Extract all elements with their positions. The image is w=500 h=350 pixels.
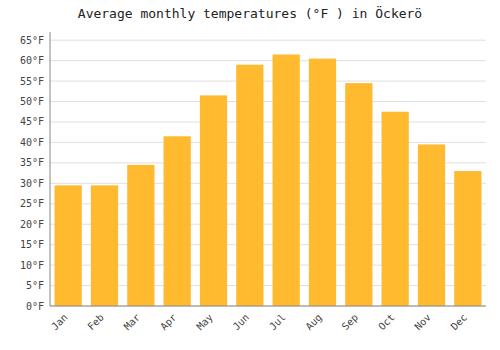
y-tick-label: 15°F	[20, 239, 44, 250]
bar	[418, 144, 445, 306]
x-tick-label: Jun	[231, 312, 252, 333]
bar	[454, 171, 481, 306]
bar	[309, 59, 336, 306]
y-tick-label: 65°F	[20, 35, 44, 46]
x-tick-label: Feb	[85, 312, 106, 333]
y-tick-label: 25°F	[20, 198, 44, 209]
y-tick-label: 60°F	[20, 55, 44, 66]
x-tick-label: Sep	[340, 312, 361, 333]
grid-line	[50, 306, 486, 307]
x-tick-label: Dec	[449, 312, 470, 333]
chart-title: Average monthly temperatures (°F ) in Öc…	[78, 5, 422, 21]
x-tick-label: Apr	[158, 312, 179, 333]
y-tick-label: 20°F	[20, 219, 44, 230]
grid	[50, 40, 486, 306]
bar	[236, 65, 263, 306]
x-tick-label: Jul	[267, 312, 288, 333]
y-tick-label: 55°F	[20, 76, 44, 87]
y-tick-label: 35°F	[20, 157, 44, 168]
bars	[55, 54, 482, 306]
y-tick-label: 10°F	[20, 260, 44, 271]
y-tick-label: 45°F	[20, 116, 44, 127]
y-tick-label: 5°F	[26, 280, 44, 291]
grid-line	[50, 60, 486, 61]
bar	[273, 54, 300, 306]
x-tick-label: May	[194, 312, 215, 333]
x-tick-label: Aug	[303, 312, 324, 333]
bar	[55, 185, 82, 306]
grid-line	[50, 81, 486, 82]
grid-line	[50, 40, 486, 41]
bar	[382, 112, 409, 306]
x-tick-label: Mar	[122, 312, 143, 333]
bar	[345, 83, 372, 306]
y-tick-label: 0°F	[26, 301, 44, 312]
y-tick-label: 30°F	[20, 178, 44, 189]
grid-line	[50, 121, 486, 122]
chart-container: Average monthly temperatures (°F ) in Öc…	[0, 0, 500, 350]
x-axis-line	[50, 306, 486, 307]
y-tick-label: 50°F	[20, 96, 44, 107]
bar	[91, 185, 118, 306]
x-tick-label: Nov	[412, 312, 433, 333]
y-axis-line	[50, 32, 51, 306]
chart-svg: Average monthly temperatures (°F ) in Öc…	[0, 0, 500, 350]
x-tick-label: Jan	[49, 312, 70, 333]
bar	[200, 95, 227, 306]
y-tick-label: 40°F	[20, 137, 44, 148]
x-tick-label: Oct	[376, 312, 397, 333]
grid-line	[50, 142, 486, 143]
grid-line	[50, 101, 486, 102]
bar	[164, 136, 191, 306]
bar	[127, 165, 154, 306]
